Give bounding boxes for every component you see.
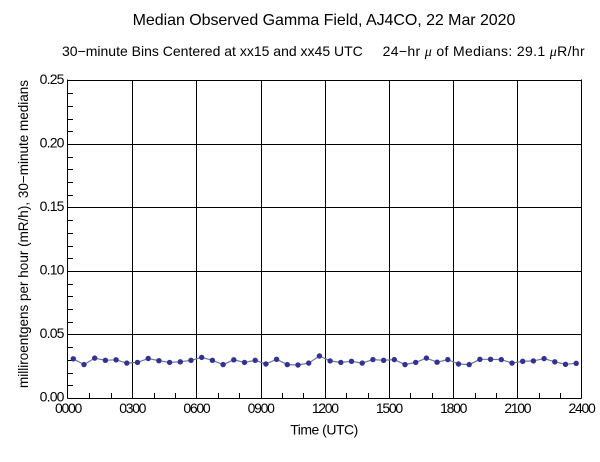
svg-text:0.10: 0.10 [40, 262, 65, 278]
svg-text:Median Observed Gamma Field, A: Median Observed Gamma Field, AJ4CO, 22 M… [133, 12, 516, 29]
svg-text:0.20: 0.20 [40, 135, 65, 151]
svg-text:0300: 0300 [119, 400, 146, 416]
svg-text:0.05: 0.05 [40, 325, 65, 341]
svg-text:1500: 1500 [376, 400, 403, 416]
svg-text:Time (UTC): Time (UTC) [290, 422, 358, 438]
svg-text:1800: 1800 [440, 400, 467, 416]
svg-text:0000: 0000 [55, 400, 82, 416]
svg-text:0.00: 0.00 [40, 389, 65, 405]
svg-text:2400: 2400 [569, 400, 596, 416]
svg-text:0.25: 0.25 [40, 71, 65, 87]
svg-text:24−hr μ of Medians: 29.1 μR/hr: 24−hr μ of Medians: 29.1 μR/hr [383, 43, 585, 60]
svg-text:0600: 0600 [183, 400, 210, 416]
svg-text:0.15: 0.15 [40, 198, 65, 214]
svg-text:30−minute Bins Centered at xx1: 30−minute Bins Centered at xx15 and xx45… [62, 43, 363, 59]
svg-text:1200: 1200 [312, 400, 339, 416]
svg-text:0900: 0900 [248, 400, 275, 416]
svg-text:milliroentgens per hour (mR/h): milliroentgens per hour (mR/h), 30−minut… [16, 80, 31, 388]
svg-text:2100: 2100 [504, 400, 531, 416]
